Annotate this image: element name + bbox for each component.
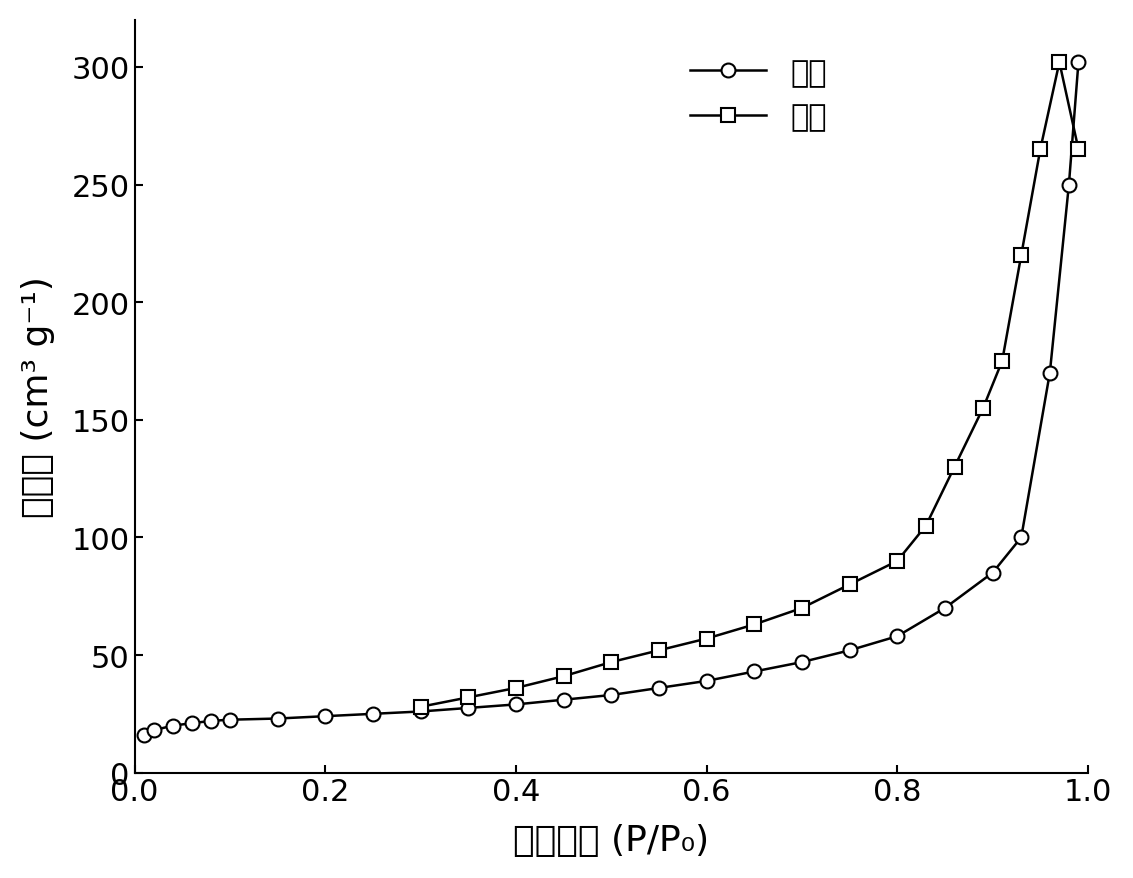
Y-axis label: 吸附量 (cm³ g⁻¹): 吸附量 (cm³ g⁻¹): [20, 276, 54, 518]
X-axis label: 相对压力 (P/P₀): 相对压力 (P/P₀): [513, 824, 709, 857]
Legend: 吸附, 脱附: 吸附, 脱附: [674, 44, 842, 148]
